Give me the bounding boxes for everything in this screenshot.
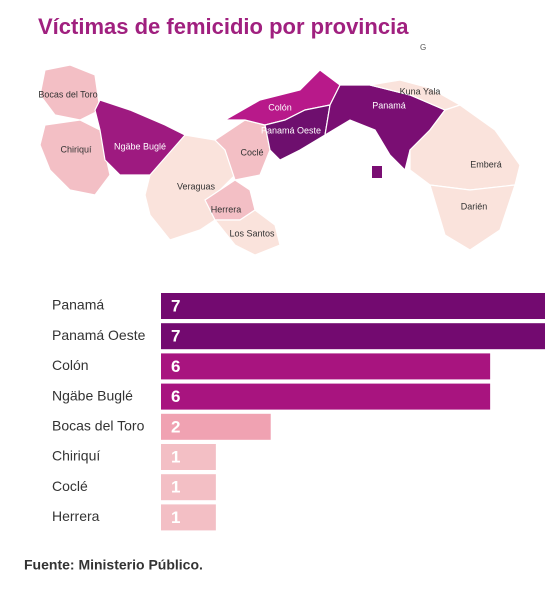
map-label: Colón	[268, 102, 292, 112]
category-label: Coclé	[52, 478, 88, 494]
bar	[161, 474, 216, 501]
category-label: Panamá Oeste	[52, 327, 146, 343]
bar	[161, 444, 216, 470]
value-label: 7	[171, 296, 180, 315]
map-labels: Bocas del Toro Chiriquí Ngäbe Buglé Colón Pa…	[38, 86, 501, 238]
bar	[161, 353, 491, 380]
map	[39, 64, 521, 256]
map-label: Kuna Yala	[400, 86, 441, 96]
map-label: Ngäbe Buglé	[114, 141, 166, 151]
island	[372, 166, 382, 178]
map-label: Panamá Oeste	[261, 125, 321, 135]
map-label: Panamá	[372, 100, 406, 110]
category-label: Panamá	[52, 297, 104, 313]
bar	[161, 504, 216, 531]
region	[213, 209, 281, 256]
value-label: 1	[171, 447, 180, 466]
value-label: 2	[171, 417, 180, 436]
map-label: Herrera	[211, 204, 242, 214]
map-label: Darién	[461, 201, 488, 211]
value-label: 6	[171, 387, 180, 406]
value-label: 7	[171, 327, 180, 346]
bar	[161, 413, 271, 440]
category-label: Bocas del Toro	[52, 418, 145, 434]
bars: Panamá 7 Panamá Oeste 7 Colón 6 Ngäbe Buglé 6 Bo…	[52, 293, 545, 531]
logo: G	[420, 43, 426, 52]
map-label: Chiriquí	[60, 144, 92, 154]
bar	[161, 323, 545, 350]
map-label: Los Santos	[229, 228, 275, 238]
category-label: Chiriquí	[52, 448, 100, 464]
map-label: Emberá	[470, 159, 502, 169]
source: Fuente: Ministerio Público.	[24, 557, 203, 573]
category-label: Colón	[52, 357, 89, 373]
category-label: Herrera	[52, 508, 100, 524]
map-label: Veraguas	[177, 181, 216, 191]
map-label: Coclé	[240, 147, 263, 157]
region	[39, 64, 101, 121]
region	[39, 119, 111, 196]
map-label: Bocas del Toro	[38, 89, 97, 99]
value-label: 1	[171, 478, 180, 497]
region	[429, 184, 516, 251]
bar	[161, 383, 491, 410]
category-label: Ngäbe Buglé	[52, 387, 133, 403]
bar	[161, 293, 545, 319]
chart-title: Víctimas de femicidio por provincia	[38, 14, 409, 39]
value-label: 1	[171, 508, 180, 527]
value-label: 6	[171, 357, 180, 376]
